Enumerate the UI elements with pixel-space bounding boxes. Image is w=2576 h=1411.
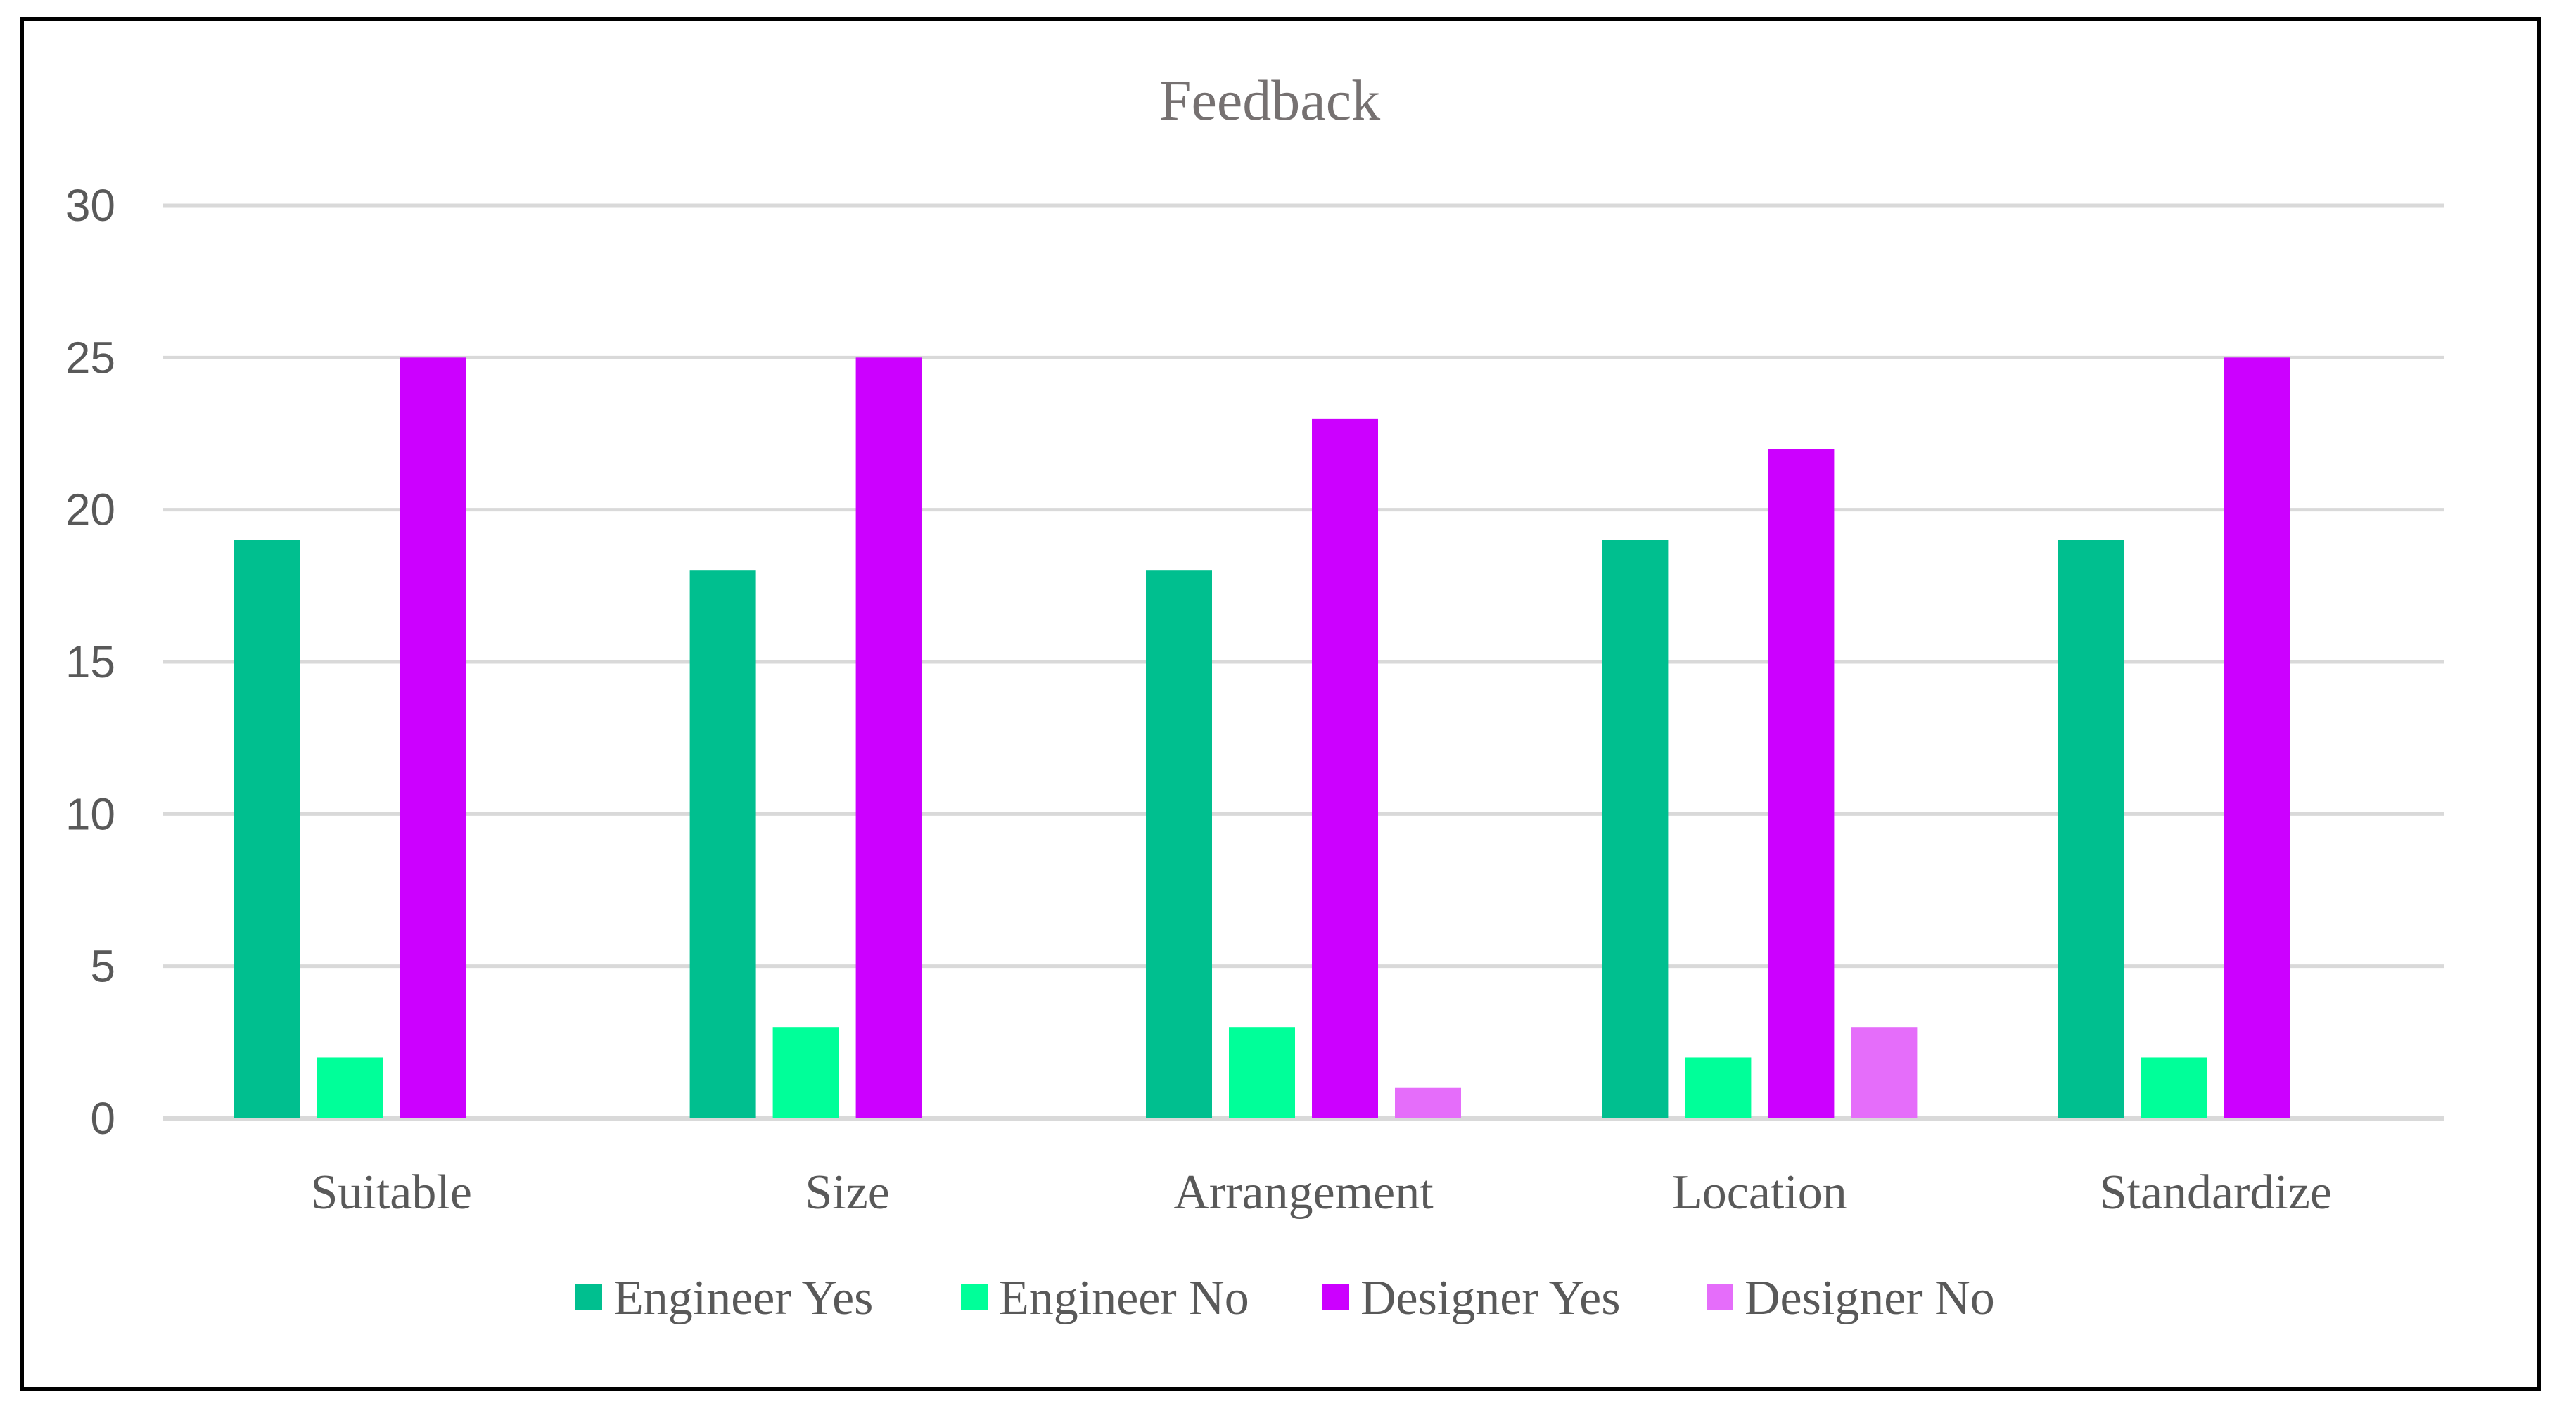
chart-frame: Feedback 0 5 10 15 20 25 30 Suitable Size Arrang… (20, 17, 2541, 1391)
x-tick-label: Suitable (310, 1166, 471, 1220)
legend-label: Designer No (1745, 1271, 1995, 1325)
bar-engineer-yes (689, 570, 756, 1118)
legend-label: Engineer Yes (613, 1271, 873, 1325)
legend-label: Engineer No (999, 1271, 1249, 1325)
bar-engineer-yes (1602, 540, 1669, 1118)
legend-swatch (575, 1284, 602, 1310)
bar-engineer-no (2141, 1057, 2207, 1118)
bars (234, 357, 2290, 1118)
y-tick-label: 5 (90, 941, 115, 992)
bar-engineer-no (1685, 1057, 1752, 1118)
legend-swatch (1322, 1284, 1349, 1310)
y-tick-label: 30 (65, 180, 115, 231)
feedback-chart: Feedback 0 5 10 15 20 25 30 Suitable Size Arrang… (65, 68, 2444, 1325)
y-axis-ticks: 0 5 10 15 20 25 30 (65, 180, 115, 1144)
y-tick-label: 25 (65, 332, 115, 383)
bar-designer-yes (855, 357, 922, 1118)
bar-designer-yes (400, 357, 466, 1118)
bar-engineer-yes (2058, 540, 2124, 1118)
x-tick-label: Standardize (2100, 1166, 2332, 1220)
bar-designer-no (1395, 1087, 1461, 1118)
y-tick-label: 20 (65, 485, 115, 535)
bar-engineer-no (772, 1027, 839, 1118)
bar-engineer-no (1229, 1027, 1295, 1118)
y-tick-label: 10 (65, 788, 115, 839)
bar-designer-yes (1312, 418, 1378, 1118)
chart-title: Feedback (1159, 68, 1380, 132)
y-tick-label: 15 (65, 637, 115, 687)
legend-swatch (1707, 1284, 1733, 1310)
bar-engineer-yes (1146, 570, 1212, 1118)
bar-designer-yes (2224, 357, 2290, 1118)
x-tick-label: Arrangement (1173, 1166, 1434, 1220)
y-tick-label: 0 (90, 1093, 115, 1144)
x-tick-label: Size (805, 1166, 890, 1220)
legend-swatch (961, 1284, 988, 1310)
legend-label: Designer Yes (1360, 1271, 1620, 1325)
bar-designer-no (1851, 1027, 1918, 1118)
bar-engineer-yes (234, 540, 300, 1118)
x-tick-label: Location (1672, 1166, 1847, 1220)
bar-engineer-no (317, 1057, 383, 1118)
x-axis-ticks: Suitable Size Arrangement Location Standardi… (310, 1166, 2332, 1220)
legend: Engineer Yes Engineer No Designer Yes Desig… (575, 1271, 1995, 1325)
bar-designer-yes (1768, 449, 1835, 1118)
